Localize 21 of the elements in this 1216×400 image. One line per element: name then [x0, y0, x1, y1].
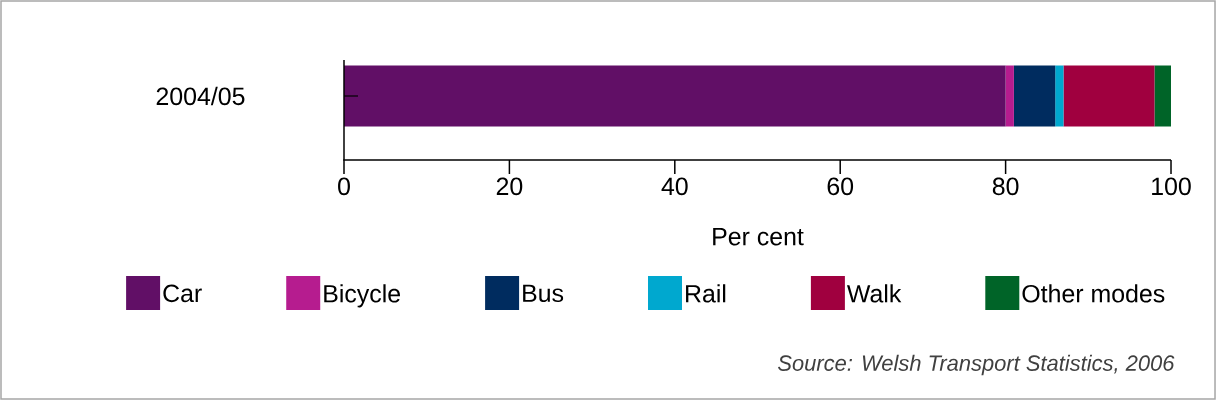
legend-label: Bicycle: [324, 284, 400, 308]
x-tick-label: 100: [1152, 177, 1191, 196]
x-tick-label: 20: [496, 177, 523, 196]
bar: [1005, 65, 1014, 127]
bar: [344, 65, 1006, 127]
bar: [1154, 65, 1172, 127]
y-tick-label: 2004/05: [156, 86, 245, 106]
x-tick-label: 60: [827, 177, 854, 196]
x-tick-label: 80: [992, 177, 1019, 196]
x-axis-title: Per cent: [713, 227, 804, 246]
bar: [1013, 65, 1056, 127]
legend-label: Walk: [846, 284, 902, 303]
bar: [1055, 65, 1064, 127]
x-tick-label: 0: [338, 177, 350, 196]
source-note: Source: Welsh Transport Statistics, 2006: [777, 354, 1175, 376]
x-tick-label: 40: [661, 177, 688, 196]
legend-label: Rail: [686, 284, 726, 303]
legend-label: Bus: [523, 284, 564, 303]
bar: [1063, 65, 1155, 127]
legend-label: Other modes: [1022, 284, 1165, 303]
legend-label: Car: [163, 284, 202, 303]
